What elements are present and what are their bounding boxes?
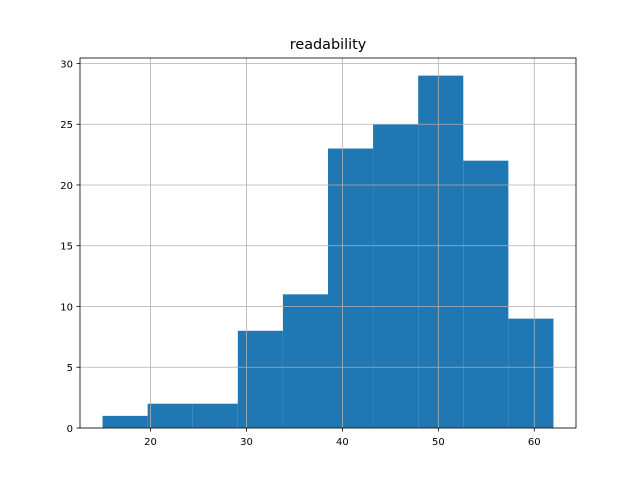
y-tick-label: 30 bbox=[60, 59, 73, 70]
x-tick-label: 20 bbox=[144, 437, 157, 448]
histogram-bar bbox=[373, 124, 419, 428]
bars bbox=[102, 75, 554, 428]
y-tick-label: 20 bbox=[60, 181, 73, 192]
y-tick-label: 5 bbox=[67, 363, 73, 374]
y-axis: 0 5 10 15 20 25 30 bbox=[60, 59, 80, 435]
x-axis: 20 30 40 50 60 bbox=[144, 428, 541, 448]
chart-title: readability bbox=[290, 37, 367, 53]
x-tick-label: 60 bbox=[528, 437, 541, 448]
x-tick-label: 50 bbox=[432, 437, 445, 448]
x-tick-label: 30 bbox=[240, 437, 253, 448]
histogram-bar bbox=[418, 75, 464, 428]
x-tick-label: 40 bbox=[336, 437, 349, 448]
histogram-bar bbox=[192, 403, 238, 428]
histogram-bar bbox=[328, 148, 374, 428]
histogram-bar bbox=[102, 415, 148, 428]
y-tick-label: 10 bbox=[60, 302, 73, 313]
histogram-bar bbox=[508, 318, 554, 428]
y-tick-label: 15 bbox=[60, 242, 73, 253]
histogram-bar bbox=[463, 160, 509, 428]
histogram-bar bbox=[237, 330, 283, 428]
y-tick-label: 25 bbox=[60, 120, 73, 131]
y-tick-label: 0 bbox=[67, 424, 73, 435]
axes-frame bbox=[79, 57, 577, 429]
histogram-bar bbox=[147, 403, 193, 428]
histogram-bar bbox=[282, 294, 328, 428]
